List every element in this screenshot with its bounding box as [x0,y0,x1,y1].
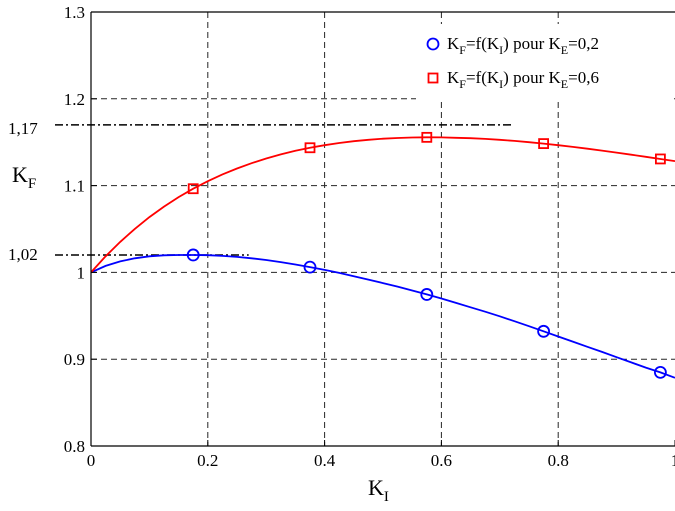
y-tick-label: 1.1 [64,177,85,196]
legend-1-sub-e: E [561,43,568,57]
x-axis-label-sub: I [384,489,389,505]
x-tick-label: 0.4 [314,451,336,470]
annotation-label-upper: 1,17 [8,119,38,138]
legend-1-sub-i: I [499,43,503,57]
legend-background [416,24,674,100]
y-axis-label-main: K [12,162,28,187]
legend-2-fk: =f(K [466,68,500,87]
data-point-circle [303,260,317,274]
data-point-square [655,153,666,165]
data-point-circle [654,365,667,379]
legend-1-fk: =f(K [466,34,500,53]
legend: KF=f(KI) pour KE=0,2 KF=f(KI) pour KE=0,… [416,24,674,100]
legend-label-series-1: KF=f(KI) pour KE=0,2 [447,34,599,57]
legend-2-sub-i: I [499,77,503,91]
y-tick-label: 1.3 [64,3,85,22]
y-tick-label: 1 [77,263,86,282]
data-point-circle [186,248,200,262]
data-point-square [421,131,433,143]
legend-2-pour: ) pour K [503,68,561,87]
data-point-square [538,138,549,149]
legend-1-pour: ) pour K [503,34,561,53]
legend-marker-series-2 [427,72,439,84]
tick-labels: 0 0.2 0.4 0.6 0.8 1 0.8 0.9 1 1.1 1.2 1.3 [64,3,675,470]
annotation-label-lower: 1,02 [8,245,38,264]
x-axis-label-main: K [368,475,384,500]
legend-2-sub-f: F [459,77,466,91]
y-tick-label: 0.8 [64,437,85,456]
y-tick-label: 0.9 [64,350,85,369]
legend-1-value: =0,2 [568,34,599,53]
y-tick-label: 1.2 [64,90,85,109]
data-point-square [304,142,316,154]
series-group [91,131,675,379]
data-point-circle [420,288,434,301]
x-tick-label: 0.6 [431,451,452,470]
legend-marker-series-1 [426,37,440,51]
x-axis-label: KI [368,475,389,505]
x-tick-label: 0 [87,451,96,470]
legend-label-series-2: KF=f(KI) pour KE=0,6 [447,68,599,91]
x-tick-label: 0.8 [548,451,569,470]
y-axis-label-sub: F [28,176,36,192]
y-axis-label: KF [12,162,36,192]
legend-2-k: K [447,68,460,87]
data-point-circle [537,324,550,338]
legend-1-sub-f: F [459,43,466,57]
legend-2-sub-e: E [561,77,568,91]
legend-1-k: K [447,34,460,53]
x-tick-label: 1 [671,451,675,470]
data-point-square [187,183,199,195]
axes-frame [90,11,675,447]
x-tick-label: 0.2 [197,451,218,470]
legend-2-value: =0,6 [568,68,599,87]
